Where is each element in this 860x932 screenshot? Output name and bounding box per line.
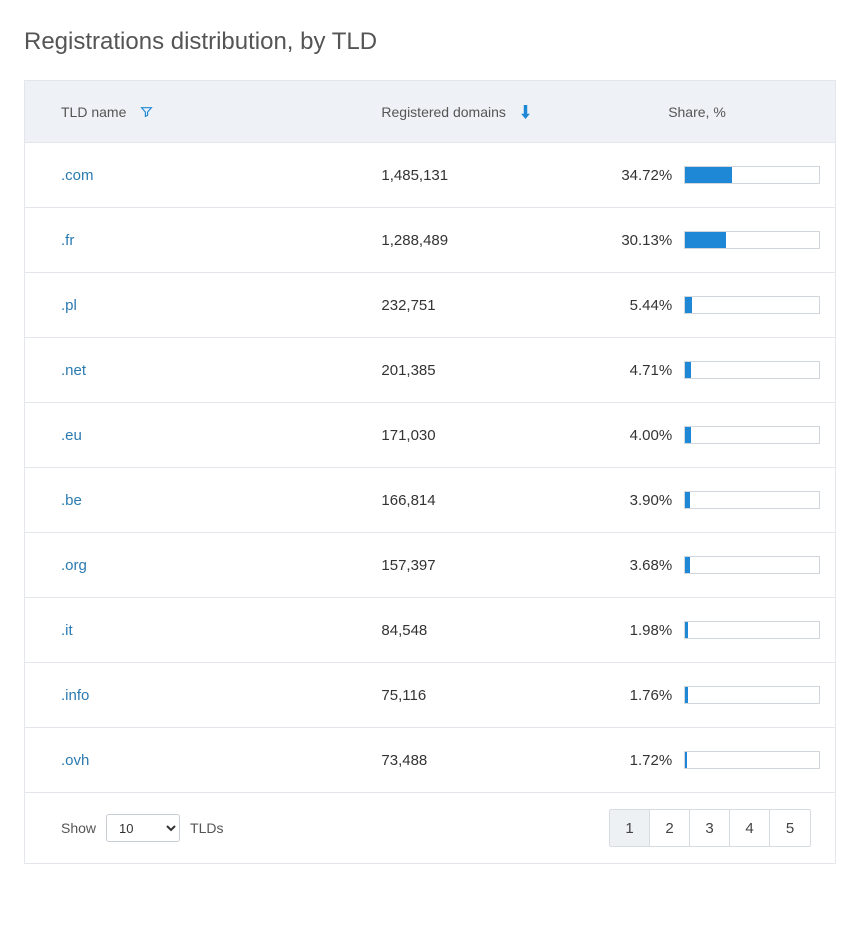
registered-value: 157,397 — [381, 557, 608, 574]
share-bar — [684, 556, 820, 574]
col-header-tld-name-label: TLD name — [61, 104, 126, 120]
share-percent: 4.71% — [608, 362, 672, 379]
share-percent: 4.00% — [608, 427, 672, 444]
page-button[interactable]: 5 — [770, 810, 810, 846]
table-row: .ovh 73,4881.72% — [25, 728, 835, 793]
tld-link[interactable]: .pl — [61, 297, 77, 314]
registered-value: 73,488 — [381, 752, 608, 769]
share-percent: 1.72% — [608, 752, 672, 769]
tld-link[interactable]: .fr — [61, 232, 74, 249]
tld-link[interactable]: .it — [61, 622, 73, 639]
page-button[interactable]: 3 — [690, 810, 730, 846]
table-row: .net 201,3854.71% — [25, 338, 835, 403]
share-bar — [684, 621, 820, 639]
registered-value: 171,030 — [381, 427, 608, 444]
registered-value: 1,288,489 — [381, 232, 608, 249]
registered-value: 84,548 — [381, 622, 608, 639]
registered-value: 1,485,131 — [381, 167, 608, 184]
tld-link[interactable]: .com — [61, 167, 94, 184]
col-header-tld-name[interactable]: TLD name — [25, 104, 381, 120]
tld-link[interactable]: .info — [61, 687, 89, 704]
share-percent: 3.68% — [608, 557, 672, 574]
share-bar — [684, 231, 820, 249]
page-title: Registrations distribution, by TLD — [24, 28, 836, 56]
col-header-share-label: Share, % — [668, 104, 726, 120]
show-suffix: TLDs — [190, 820, 223, 836]
pagination: 12345 — [609, 809, 811, 847]
share-percent: 3.90% — [608, 492, 672, 509]
table-footer: Show 10 TLDs 12345 — [25, 793, 835, 863]
page-size-select[interactable]: 10 — [106, 814, 180, 842]
table-row: .fr 1,288,48930.13% — [25, 208, 835, 273]
page-button[interactable]: 4 — [730, 810, 770, 846]
share-bar — [684, 361, 820, 379]
table-row: .com 1,485,13134.72% — [25, 143, 835, 208]
tld-link[interactable]: .ovh — [61, 752, 89, 769]
registered-value: 75,116 — [381, 687, 608, 704]
share-bar — [684, 751, 820, 769]
share-bar — [684, 491, 820, 509]
table-row: .info 75,1161.76% — [25, 663, 835, 728]
share-percent: 1.76% — [608, 687, 672, 704]
table-row: .pl 232,7515.44% — [25, 273, 835, 338]
col-header-registered[interactable]: Registered domains — [381, 104, 608, 120]
registered-value: 232,751 — [381, 297, 608, 314]
share-bar — [684, 426, 820, 444]
tld-link[interactable]: .net — [61, 362, 86, 379]
page-button[interactable]: 1 — [610, 810, 650, 846]
share-bar — [684, 686, 820, 704]
table-body: .com 1,485,13134.72% .fr 1,288,48930.13% .pl… — [25, 143, 835, 793]
share-bar — [684, 296, 820, 314]
table-row: .eu 171,0304.00% — [25, 403, 835, 468]
table-row: .it 84,5481.98% — [25, 598, 835, 663]
tld-link[interactable]: .org — [61, 557, 87, 574]
table-row: .be 166,8143.90% — [25, 468, 835, 533]
tld-link[interactable]: .eu — [61, 427, 82, 444]
table-header: TLD name Registered domains Share, % — [25, 81, 835, 143]
sort-desc-icon[interactable] — [520, 105, 531, 119]
share-percent: 5.44% — [608, 297, 672, 314]
col-header-registered-label: Registered domains — [381, 104, 506, 120]
show-label: Show — [61, 820, 96, 836]
filter-icon[interactable] — [140, 105, 153, 118]
share-percent: 1.98% — [608, 622, 672, 639]
page-size-control: Show 10 TLDs — [61, 814, 223, 842]
tld-link[interactable]: .be — [61, 492, 82, 509]
registered-value: 166,814 — [381, 492, 608, 509]
share-percent: 34.72% — [608, 167, 672, 184]
tld-table: TLD name Registered domains Share, % — [24, 80, 836, 864]
registered-value: 201,385 — [381, 362, 608, 379]
col-header-share[interactable]: Share, % — [608, 104, 835, 120]
share-bar — [684, 166, 820, 184]
table-row: .org 157,3973.68% — [25, 533, 835, 598]
page-button[interactable]: 2 — [650, 810, 690, 846]
share-percent: 30.13% — [608, 232, 672, 249]
